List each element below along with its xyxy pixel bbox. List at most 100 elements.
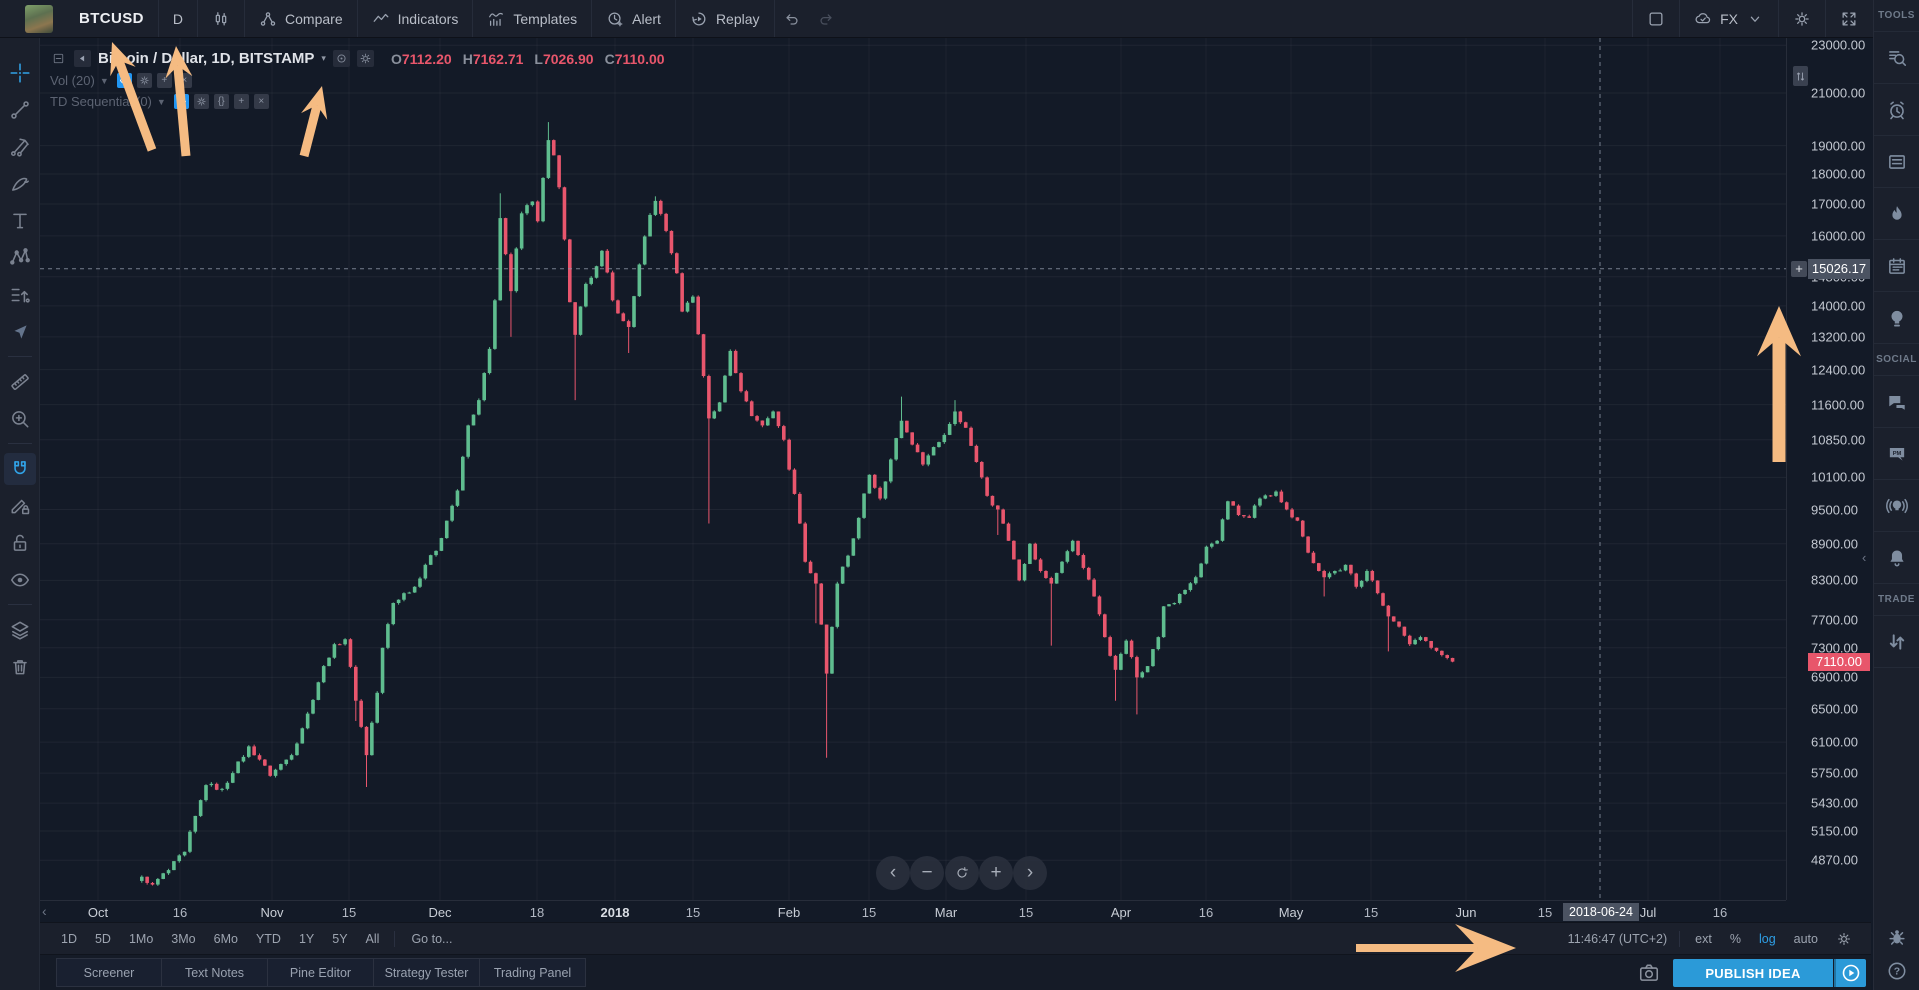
gear-button[interactable] — [193, 94, 209, 109]
interval-button[interactable]: D — [159, 0, 197, 37]
indicator-name[interactable]: Vol (20) — [50, 73, 95, 88]
symbol-button[interactable]: BTCUSD — [65, 0, 158, 37]
chart-properties-button[interactable] — [1779, 0, 1825, 37]
compare-button[interactable]: Compare — [245, 0, 357, 37]
merge-scales-icon[interactable] — [1793, 66, 1808, 86]
screener-button[interactable] — [1874, 32, 1919, 84]
indicators-button[interactable]: Indicators — [358, 0, 473, 37]
templates-button[interactable]: Templates — [473, 0, 591, 37]
xabcd-pattern-tool-button[interactable] — [0, 239, 40, 276]
hotlist-button[interactable] — [1874, 188, 1919, 240]
goto-date-button[interactable]: Go to... — [411, 931, 453, 946]
eye-tool-button[interactable] — [0, 561, 40, 598]
streams-button[interactable] — [1874, 480, 1919, 532]
bug-report-button[interactable] — [1874, 926, 1919, 948]
collapse-legend-button[interactable] — [50, 50, 67, 67]
tab-trading-panel[interactable]: Trading Panel — [480, 958, 586, 987]
add-alert-plus-button[interactable]: + — [1791, 260, 1807, 277]
fullscreen-button[interactable] — [1826, 0, 1873, 37]
toggle-ext-button[interactable]: ext — [1695, 931, 1712, 946]
eye-toggle-button[interactable] — [332, 50, 350, 67]
close-button[interactable]: × — [253, 94, 269, 109]
caret-down-icon[interactable]: ▼ — [156, 96, 166, 107]
range-all-button[interactable]: All — [365, 931, 380, 946]
toggle-percent-button[interactable]: % — [1729, 931, 1741, 946]
range-ytd-button[interactable]: YTD — [255, 931, 281, 946]
publish-options-button[interactable] — [1834, 959, 1866, 987]
cursor-arrow-tool-button[interactable] — [0, 313, 40, 350]
chart-pane[interactable]: Bitcoin / Dollar, 1D, BITSTAMP ▾ O7112.2… — [40, 38, 1786, 900]
range-5y-button[interactable]: 5Y — [332, 931, 348, 946]
tab-text-notes[interactable]: Text Notes — [162, 958, 268, 987]
lock-tool-button[interactable] — [0, 524, 40, 561]
pitchfork-tool-button[interactable] — [0, 128, 40, 165]
range-1mo-button[interactable]: 1Mo — [128, 931, 154, 946]
plus-button[interactable]: + — [156, 73, 172, 88]
undo-button[interactable] — [775, 0, 809, 37]
legend-caret-icon[interactable]: ▾ — [321, 53, 326, 63]
chart-forward-button[interactable]: › — [1013, 856, 1047, 890]
source-button[interactable]: {} — [213, 94, 229, 109]
time-axis[interactable]: ‹ Oct 16 Nov 15 Dec 18 2018 15 Feb 15 Mar 15 Apr 16 Ma… — [40, 900, 1786, 922]
chart-style-button[interactable] — [198, 0, 244, 37]
chart-reset-button[interactable] — [945, 856, 979, 890]
sidebar-collapse-handle[interactable]: ‹ — [1862, 550, 1867, 565]
range-5d-button[interactable]: 5D — [94, 931, 111, 946]
chart-back-button[interactable]: ‹ — [876, 856, 910, 890]
tab-strategy-tester[interactable]: Strategy Tester — [374, 958, 480, 987]
price-axis[interactable]: 23000.00 21000.00 19000.00 18000.00 17000.00… — [1786, 38, 1871, 900]
avatar[interactable] — [25, 4, 53, 33]
close-button[interactable]: × — [176, 73, 192, 88]
chats-button[interactable] — [1874, 376, 1919, 428]
tab-pine-editor[interactable]: Pine Editor — [268, 958, 374, 987]
notifications-button[interactable] — [1874, 532, 1919, 584]
toggle-auto-button[interactable]: auto — [1793, 931, 1818, 946]
range-3mo-button[interactable]: 3Mo — [171, 931, 196, 946]
time-axis-collapse-icon[interactable]: ‹ — [42, 903, 47, 919]
range-1y-button[interactable]: 1Y — [298, 931, 315, 946]
tab-screener[interactable]: Screener — [56, 958, 162, 987]
range-1d-button[interactable]: 1D — [61, 931, 77, 946]
indicator-name[interactable]: TD Sequential (0) — [50, 94, 152, 109]
forecast-tool-button[interactable] — [0, 276, 40, 313]
snapshot-camera-icon[interactable] — [1638, 962, 1660, 984]
private-messages-button[interactable]: PM — [1874, 428, 1919, 480]
axis-settings-gear-icon[interactable] — [1827, 931, 1861, 947]
chart-zoom-in-button[interactable]: + — [979, 856, 1013, 890]
brush-tool-button[interactable] — [0, 165, 40, 202]
chart-zoom-out-button[interactable]: − — [910, 856, 944, 890]
caret-down-icon[interactable]: ▼ — [99, 75, 109, 86]
plus-button[interactable]: + — [233, 94, 249, 109]
layers-tool-button[interactable] — [0, 611, 40, 648]
toggle-log-button[interactable]: log — [1758, 931, 1776, 946]
trading-panel-button[interactable] — [1874, 616, 1919, 668]
cloud-save-button[interactable]: FX — [1680, 0, 1778, 37]
symbol-description[interactable]: Bitcoin / Dollar, 1D, BITSTAMP — [98, 50, 315, 67]
draw-lock-tool-button[interactable] — [0, 487, 40, 524]
trend-line-tool-button[interactable] — [0, 91, 40, 128]
eye-button[interactable] — [116, 73, 132, 88]
ruler-tool-button[interactable] — [0, 363, 40, 400]
replay-button[interactable]: Replay — [676, 0, 774, 37]
gear-button[interactable] — [136, 73, 152, 88]
calendar-button[interactable] — [1874, 240, 1919, 292]
magnet-tool-button[interactable] — [0, 450, 40, 487]
alarm-button[interactable] — [1874, 84, 1919, 136]
headlines-button[interactable] — [1874, 136, 1919, 188]
bar-style-icon[interactable] — [74, 50, 91, 67]
zoom-in-tool-button[interactable] — [0, 400, 40, 437]
eye-button[interactable] — [173, 94, 189, 109]
layout-button[interactable] — [1633, 0, 1679, 37]
ideas-button[interactable] — [1874, 292, 1919, 344]
clock[interactable]: 11:46:47 (UTC+2) — [1567, 931, 1668, 946]
range-6mo-button[interactable]: 6Mo — [213, 931, 238, 946]
alert-button[interactable]: Alert — [592, 0, 675, 37]
trash-tool-button[interactable] — [0, 648, 40, 685]
redo-button[interactable] — [809, 0, 843, 37]
text-tool-button[interactable] — [0, 202, 40, 239]
series-settings-button[interactable] — [356, 50, 374, 67]
publish-idea-button[interactable]: PUBLISH IDEA — [1673, 959, 1833, 987]
help-button[interactable]: ? — [1874, 960, 1919, 982]
divider — [394, 930, 396, 947]
crosshair-tool-button[interactable] — [0, 54, 40, 91]
